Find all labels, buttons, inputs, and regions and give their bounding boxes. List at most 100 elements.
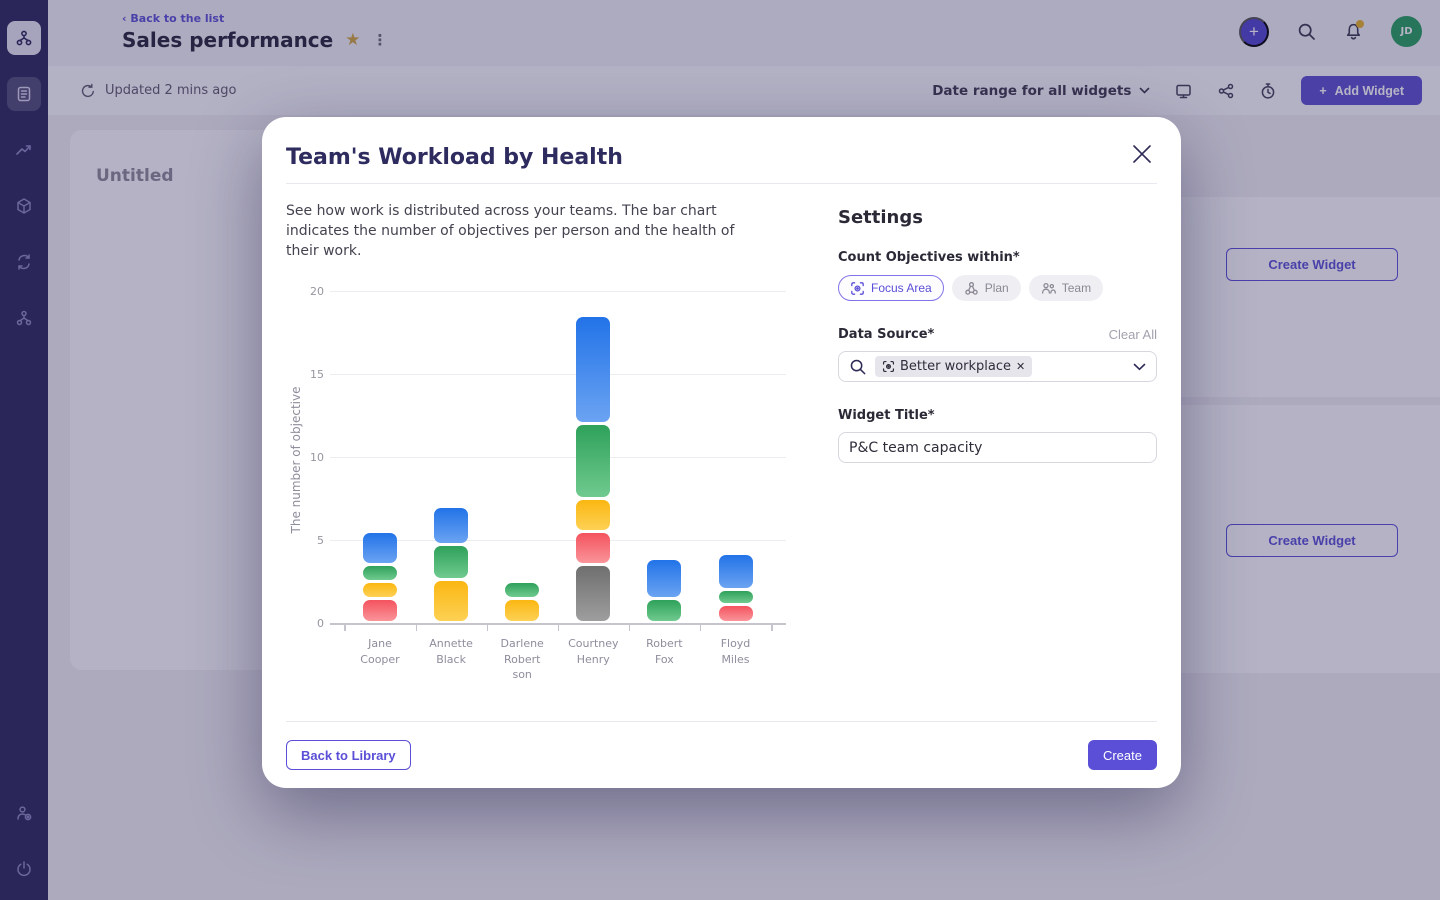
widget-title-input[interactable] [838,432,1157,463]
y-axis-tick: 0 [317,617,324,630]
notification-dot [1356,20,1364,28]
chart-bar-segment [576,500,611,531]
sidebar-item-logout[interactable] [7,852,41,886]
sidebar-item-objectives[interactable] [7,189,41,223]
chart-bar-segment [363,583,397,597]
chart-bar-segment [363,599,397,622]
modal-description: See how work is distributed across your … [286,203,735,259]
date-range-dropdown[interactable]: Date range for all widgets [932,83,1150,99]
x-axis-category-label: Jane Cooper [360,637,400,666]
chevron-down-icon[interactable] [1133,363,1146,371]
x-axis-tick [486,625,489,631]
sidebar-item-dashboards[interactable] [7,77,41,111]
clear-all-button[interactable]: Clear All [1108,327,1157,342]
kebab-menu-icon[interactable]: ⋮ [372,31,388,49]
team-icon [1041,281,1056,296]
sidebar-item-structure[interactable] [7,301,41,335]
chart-gridline [330,457,786,458]
focus-area-icon [850,281,865,296]
count-objectives-label: Count Objectives within* [838,250,1020,265]
sidebar-item-user-settings[interactable] [7,796,41,830]
refresh-icon[interactable] [80,83,96,99]
chart-bar-segment [647,599,682,622]
x-axis-category-label: Darlene Robert son [500,637,544,681]
alarm-timer-icon[interactable] [1259,82,1277,100]
search-icon[interactable] [1297,22,1316,41]
x-axis-tick [771,625,773,631]
chart-gridline [330,291,786,292]
focus-area-icon [882,360,895,373]
notifications-bell-icon[interactable] [1344,20,1364,41]
chart-bar-segment [718,554,753,589]
x-axis-tick [557,625,560,631]
x-axis-line [330,623,786,625]
y-axis-tick: 20 [310,285,324,298]
workload-chart: 0 5 10 15 20 The number of objective Jane Coope… [286,270,801,705]
remove-chip-icon[interactable]: ✕ [1016,360,1026,373]
chart-bar-segment [576,425,611,497]
chart-bar-segment [576,533,611,564]
modal-footer-divider [286,721,1157,722]
avatar[interactable]: JD [1391,16,1422,47]
sidebar-item-sync[interactable] [7,245,41,279]
x-axis-category-label: Robert Fox [646,637,683,666]
close-icon[interactable] [1129,139,1159,169]
sidebar-item-trends[interactable] [7,133,41,167]
chart-bar-segment [718,591,753,604]
widget-config-modal: Team's Workload by Health See how work i… [262,117,1181,788]
chart-bar-segment [576,317,611,423]
data-source-select[interactable]: Better workplace ✕ [838,351,1157,382]
create-button[interactable]: Create [1087,740,1157,770]
create-widget-button[interactable]: Create Widget [1226,248,1398,281]
topbar: ‹ Back to the list Sales performance ★ ⋮… [48,0,1440,66]
chevron-down-icon [1139,87,1150,94]
chart-bar-segment [434,508,469,544]
scope-chip-plan[interactable]: Plan [951,275,1021,301]
back-arrow-icon: ‹ [122,12,127,25]
add-widget-button[interactable]: + Add Widget [1301,76,1422,105]
y-axis-title: The number of objective [289,386,303,534]
x-axis-tick [415,625,418,631]
search-icon [849,358,867,376]
scope-chip-focus-area[interactable]: Focus Area [838,275,944,301]
chart-bar-segment [363,533,397,564]
back-to-list-link[interactable]: ‹ Back to the list [122,12,225,25]
x-axis-tick [344,625,346,631]
data-source-chip: Better workplace ✕ [875,356,1033,377]
x-axis-category-label: Courtney Henry [568,637,619,666]
widget-toolbar: Updated 2 mins ago Date range for all wi… [48,66,1440,115]
x-axis-category-label: Floyd Miles [720,637,751,666]
chart-bar-segment [434,581,469,622]
scope-chip-team[interactable]: Team [1028,275,1104,301]
modal-title: Team's Workload by Health [286,145,623,170]
chart-bar-segment [576,566,611,622]
x-axis-tick [628,625,631,631]
chart-bar-segment [647,559,682,597]
updated-text: Updated 2 mins ago [105,83,237,98]
plus-icon: + [1319,83,1327,98]
widget-title-label: Widget Title* [838,408,935,423]
data-source-label: Data Source* [838,327,935,342]
back-to-library-button[interactable]: Back to Library [286,740,411,770]
settings-panel: Settings Count Objectives within* Focus … [838,207,1157,463]
app-logo-icon [7,21,41,55]
plan-icon [964,281,979,296]
untitled-card-title: Untitled [96,166,174,186]
chart-bar-segment [505,599,540,622]
chart-bar-segment [363,566,397,580]
settings-heading: Settings [838,207,923,228]
y-axis-tick: 10 [310,451,324,464]
presentation-mode-icon[interactable] [1174,82,1193,100]
quick-add-button[interactable]: + [1239,16,1269,47]
scope-chips: Focus Area Plan Team [838,275,1157,301]
y-axis-tick: 15 [310,368,324,381]
x-axis-category-label: Annette Black [429,637,473,666]
favorite-star-icon[interactable]: ★ [345,30,361,50]
chart-gridline [330,374,786,375]
create-widget-button[interactable]: Create Widget [1226,524,1398,557]
x-axis-tick [699,625,702,631]
chart-bar-segment [505,583,540,597]
y-axis-tick: 5 [317,534,324,547]
share-icon[interactable] [1217,82,1235,100]
page-title: Sales performance [122,28,334,52]
